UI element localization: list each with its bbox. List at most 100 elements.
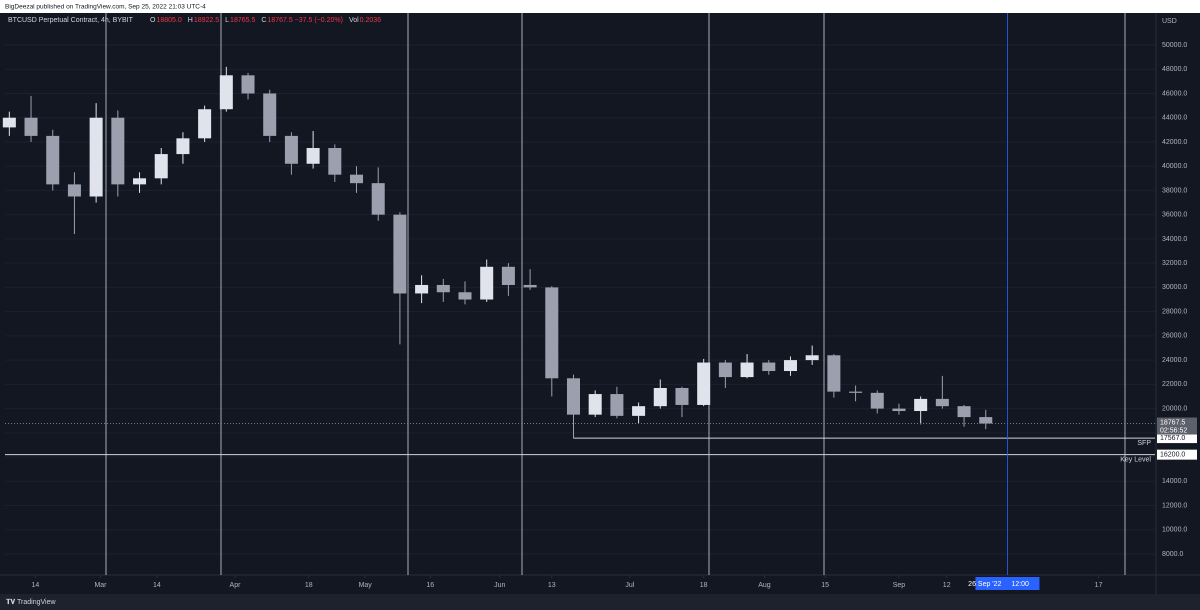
y-tick-label: 28000.0 [1162, 308, 1187, 315]
candle-body [2, 117, 16, 128]
x-tick-label: Aug [758, 582, 771, 589]
footer-logo: 𝐓𝐕 [6, 598, 16, 606]
readout-label: Vol [349, 17, 359, 24]
y-tick-label: 30000.0 [1162, 284, 1187, 291]
x-tick-label: 17 [1095, 582, 1103, 589]
readout-value: 18767.5 −37.5 (−0.20%) [267, 17, 343, 24]
candle-body [675, 387, 689, 405]
x-tick-label: 13 [548, 582, 556, 589]
y-tick-label: 12000.0 [1162, 502, 1187, 509]
y-tick-label: 10000.0 [1162, 527, 1187, 534]
candle-body [653, 387, 667, 407]
y-tick-label: 46000.0 [1162, 90, 1187, 97]
candle-body [762, 362, 776, 372]
y-tick-label: 26000.0 [1162, 333, 1187, 340]
y-tick-label: 8000.0 [1162, 551, 1184, 558]
price-tag [1157, 433, 1197, 444]
readout-value: 0.2036 [360, 17, 382, 24]
candle-body [545, 287, 559, 379]
candle-body [393, 214, 407, 294]
y-tick-label: 42000.0 [1162, 139, 1187, 146]
x-tick-label: 14 [153, 582, 161, 589]
level-label: SFP [1137, 440, 1151, 447]
y-tick-label: 48000.0 [1162, 66, 1187, 73]
x-tick-label: May [359, 582, 373, 589]
y-tick-label: 40000.0 [1162, 163, 1187, 170]
x-tick-label: Jun [494, 582, 505, 589]
candle-body [979, 417, 993, 424]
candle-body [436, 284, 450, 293]
x-tick-label: Mar [94, 582, 107, 589]
y-tick-label: 44000.0 [1162, 115, 1187, 122]
x-tick-label: 18 [305, 582, 313, 589]
level-label: Key Level [1120, 456, 1151, 463]
candle-body [610, 394, 624, 416]
x-tick-label: 18 [700, 582, 708, 589]
candle-body [284, 135, 298, 164]
candle-body [198, 109, 212, 139]
readout-value: 18765.5 [230, 17, 255, 24]
candle-body [632, 406, 646, 416]
candle-body [263, 93, 277, 136]
footer: TradingView [17, 599, 56, 606]
candle-body [935, 398, 949, 407]
header: BigDeezal published on TradingView.com, … [5, 4, 206, 11]
readout-value: 18805.0 [156, 17, 181, 24]
candle-body [46, 135, 60, 185]
candle-body [740, 362, 754, 378]
x-tick-label: 15 [821, 582, 829, 589]
candle-body [133, 178, 147, 185]
y-tick-label: 20000.0 [1162, 405, 1187, 412]
symbol: BTCUSD Perpetual Contract, 4h, BYBIT [8, 17, 134, 24]
candle-body [783, 360, 797, 372]
price-tag-label: 16200.0 [1160, 451, 1185, 458]
last-price: 18767.5 [1160, 419, 1185, 426]
candle-body [914, 398, 928, 412]
price-tag [1157, 449, 1197, 460]
y-tick-label: 50000.0 [1162, 42, 1187, 49]
readout-label: L [225, 17, 229, 24]
y-tick-label: 36000.0 [1162, 212, 1187, 219]
x-tick-label: Sep [893, 582, 906, 589]
footer-bar [0, 594, 1200, 610]
header-bar [0, 0, 1200, 13]
candle-body [480, 266, 494, 300]
candle-body [458, 292, 472, 300]
candle-body [24, 117, 38, 136]
candle-body [566, 378, 580, 415]
candle-body [415, 284, 429, 294]
candle-body [306, 148, 320, 164]
candle-body [805, 355, 819, 361]
y-tick-label: 24000.0 [1162, 357, 1187, 364]
price-tag-label: 17567.0 [1160, 435, 1185, 442]
x-tick-label: Jul [625, 582, 634, 589]
candle-body [371, 183, 385, 215]
countdown: 02:56:52 [1160, 427, 1187, 434]
candle-body [328, 148, 342, 175]
readout-label: C [261, 17, 266, 24]
candle-body [219, 75, 233, 110]
readout-label: H [188, 17, 193, 24]
crosshair-date: 26 Sep '22 [968, 581, 1001, 588]
candle-body [697, 362, 711, 405]
candle-body [957, 406, 971, 418]
candle-body [89, 117, 103, 197]
candle-body [849, 391, 863, 393]
candle-body [241, 75, 255, 94]
candle-body [718, 362, 732, 378]
currency: USD [1162, 18, 1177, 25]
crosshair-time: 12:00 [1011, 581, 1029, 588]
candle-body [67, 184, 81, 197]
readout-label: O [150, 17, 156, 24]
x-tick-label: Apr [230, 582, 242, 589]
y-tick-label: 38000.0 [1162, 187, 1187, 194]
candle-body [501, 266, 515, 285]
candle-body [588, 394, 602, 415]
y-tick-label: 14000.0 [1162, 478, 1187, 485]
crosshair-tag [975, 577, 1040, 590]
candle-body [523, 284, 537, 288]
candle-body [827, 355, 841, 392]
y-tick-label: 32000.0 [1162, 260, 1187, 267]
